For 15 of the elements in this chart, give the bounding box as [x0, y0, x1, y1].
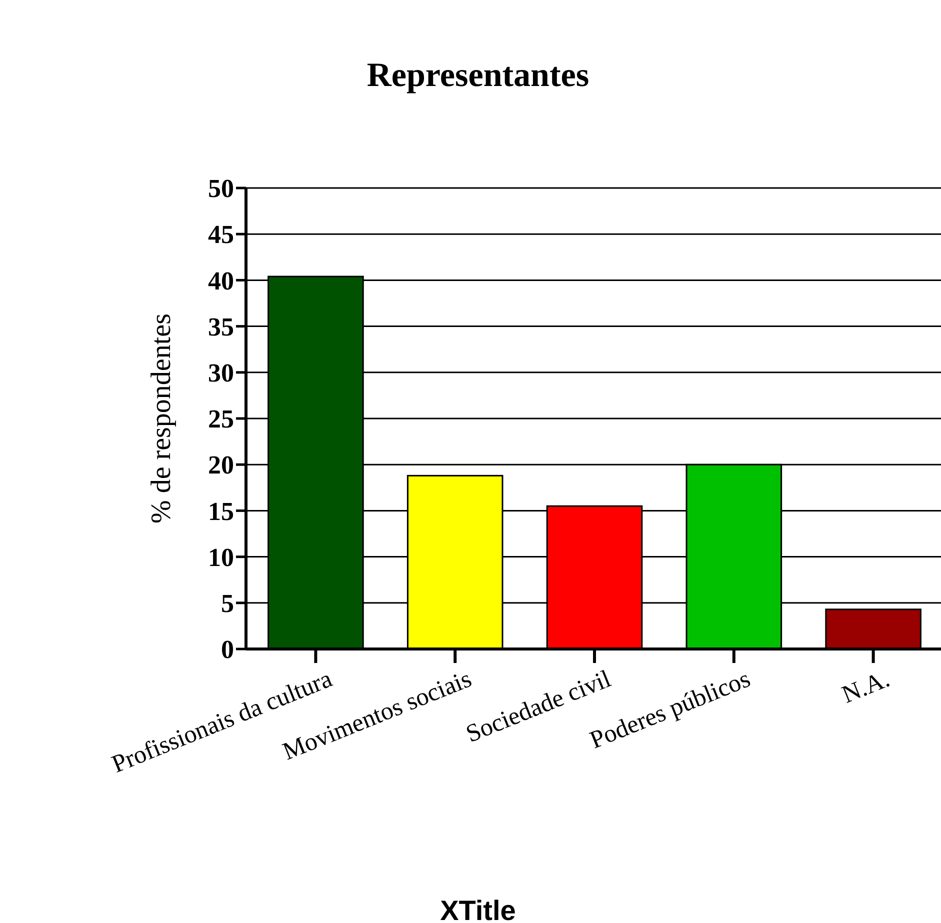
y-tick-label: 50 — [208, 174, 234, 204]
y-tick-label: 45 — [208, 220, 234, 250]
chart-title: Representantes — [366, 57, 590, 94]
x-axis-title: XTitle — [440, 895, 516, 923]
y-tick-label: 0 — [221, 635, 234, 664]
y-tick-label: 20 — [208, 450, 234, 480]
y-tick-label: 10 — [208, 542, 234, 572]
y-tick-label: 5 — [221, 589, 234, 618]
y-tick-label: 25 — [208, 404, 234, 434]
y-tick-label: 15 — [208, 496, 234, 526]
y-tick-label: 35 — [208, 312, 234, 342]
x-tick-label: N.A. — [838, 666, 894, 709]
y-tick-label: 40 — [208, 266, 234, 296]
y-axis-title: % de respondentes — [146, 314, 177, 524]
y-tick-label: 30 — [208, 358, 234, 388]
